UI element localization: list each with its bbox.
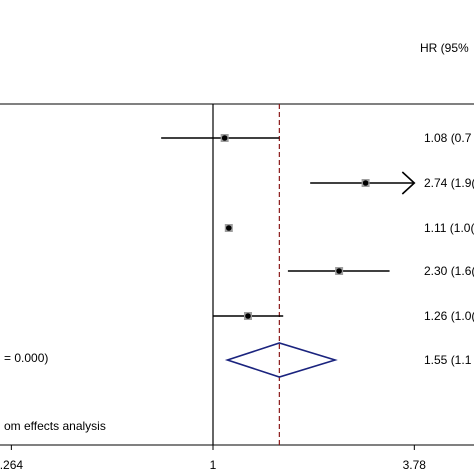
estimate-label: 1.26 (1.0( (424, 309, 474, 323)
heterogeneity-text: = 0.000) (4, 351, 48, 365)
ci-arrow (401, 171, 416, 195)
point-estimate (221, 135, 228, 141)
x-tick-label: 3.78 (403, 458, 427, 472)
footnote-text: om effects analysis (4, 419, 106, 433)
header-label: HR (95% (420, 41, 469, 55)
x-tick-label: .264 (0, 458, 23, 472)
x-tick-label: 1 (210, 458, 217, 472)
overall-estimate-label: 1.55 (1.1 (424, 353, 472, 367)
point-estimate (362, 180, 369, 186)
estimate-label: 1.08 (0.7 (424, 131, 472, 145)
point-estimate (245, 313, 251, 319)
estimate-label: 2.30 (1.6( (424, 264, 474, 278)
point-estimate (336, 268, 342, 274)
overall-diamond (224, 342, 338, 378)
estimate-label: 2.74 (1.9( (424, 176, 474, 190)
point-estimate (226, 225, 232, 231)
estimate-label: 1.11 (1.0( (424, 221, 474, 235)
